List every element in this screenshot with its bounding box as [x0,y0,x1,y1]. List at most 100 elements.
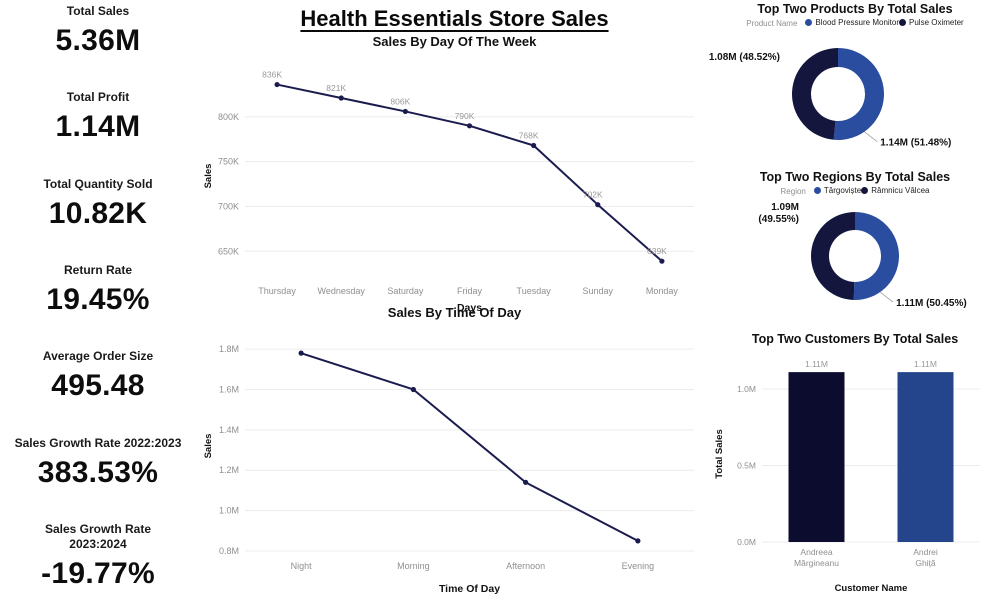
legend: Region Târgoviște Râmnicu Vâlcea [710,184,1000,198]
chart-sales-by-day-of-week[interactable]: Sales By Day Of The Week 650K 700K 750K 800… [197,34,712,318]
svg-text:Friday: Friday [457,286,483,296]
svg-text:0.0M: 0.0M [737,537,756,547]
legend: Product Name Blood Pressure Monitor Pulse… [710,16,1000,30]
kpi-total-profit: Total Profit 1.14M [2,90,194,144]
kpi-value: 383.53% [37,455,159,489]
chart-title: Sales By Time Of Day [387,305,522,320]
legend-title: Region [780,186,806,196]
kpi-return-rate: Return Rate 19.45% [2,263,194,317]
chart-top-customers[interactable]: Top Two Customers By Total Sales 0.0M 0.5… [710,330,1000,599]
svg-text:836K: 836K [262,70,282,80]
svg-text:Customer Name: Customer Name [835,583,908,594]
line-plot-sales-by-time[interactable]: 0.8M 1.0M 1.2M 1.4M 1.6M 1.8M Sales Night Mornin… [197,323,712,597]
kpi-value: 19.45% [46,282,150,316]
kpi-label: Total Quantity Sold [43,176,153,191]
svg-text:700K: 700K [218,201,239,211]
chart-sales-by-time-of-day[interactable]: Sales By Time Of Day 0.8M 1.0M 1.2M 1.4M 1.6… [197,305,712,599]
legend-item-label: Târgoviște [823,186,862,195]
svg-text:Days: Days [457,302,482,314]
line-plot-sales-by-day[interactable]: 650K 700K 750K 800K Sales 836K Thursday 821K Wed… [197,52,712,316]
legend-item[interactable]: Râmnicu Vâlcea [861,186,929,195]
svg-text:Andrei: Andrei [913,547,938,557]
legend-title: Product Name [746,18,798,28]
kpi-value: 495.48 [51,369,145,403]
kpi-average-order-size: Average Order Size 495.48 [2,349,194,403]
kpi-label: Sales Growth Rate 2023:2024 [44,521,152,551]
svg-text:821K: 821K [326,83,346,93]
svg-text:1.2M: 1.2M [219,465,239,475]
kpi-value: 5.36M [55,24,141,57]
svg-text:1.11M: 1.11M [805,359,828,369]
kpi-label: Total Profit [66,90,130,105]
svg-text:1.08M (48.52%): 1.08M (48.52%) [709,52,780,63]
chart-top-regions[interactable]: Top Two Regions By Total Sales Region Tâ… [710,168,1000,326]
svg-text:Total Sales: Total Sales [714,429,725,478]
legend-item[interactable]: Târgoviște [813,186,862,195]
chart-title: Top Two Products By Total Sales [757,2,953,16]
svg-text:Wednesday: Wednesday [318,286,366,296]
chart-title: Top Two Customers By Total Sales [751,332,959,346]
kpi-label: Sales Growth Rate 2022:2023 [14,435,182,450]
page-title: Health Essentials Store Sales [300,6,609,31]
svg-text:1.8M: 1.8M [219,344,239,354]
svg-text:1.0M: 1.0M [737,384,756,394]
svg-text:Thursday: Thursday [258,286,296,296]
svg-text:Time Of Day: Time Of Day [439,583,500,595]
legend-item-label: Râmnicu Vâlcea [871,186,930,195]
kpi-sales-growth-2022-2023: Sales Growth Rate 2022:2023 383.53% [2,436,194,490]
kpi-value: -19.77% [41,556,155,590]
svg-text:Saturday: Saturday [387,286,424,296]
kpi-label: Return Rate [63,262,132,277]
svg-text:Tuesday: Tuesday [517,286,552,296]
legend-item-label: Blood Pressure Monitor [815,18,900,27]
svg-text:(49.55%): (49.55%) [758,214,799,225]
svg-text:Mărgineanu: Mărgineanu [794,558,839,568]
svg-text:Andreea: Andreea [800,547,832,557]
donut-plot-regions[interactable]: 1.11M (50.45%) 1.09M(49.55%) [710,198,1000,324]
svg-text:0.8M: 0.8M [219,546,239,556]
svg-text:1.11M (50.45%): 1.11M (50.45%) [896,298,967,309]
chart-top-products[interactable]: Top Two Products By Total Sales Product … [709,0,1000,166]
kpi-sidebar: Total Sales 5.36M Total Profit 1.14M Tot… [0,0,196,599]
svg-text:650K: 650K [218,246,239,256]
svg-text:1.4M: 1.4M [219,425,239,435]
svg-text:1.14M (51.48%): 1.14M (51.48%) [880,138,951,149]
kpi-sales-growth-2023-2024: Sales Growth Rate 2023:2024 -19.77% [2,522,194,591]
donut-plot-products[interactable]: 1.14M (51.48%) 1.08M (48.52%) [709,30,1000,164]
kpi-label: Total Sales [66,4,130,18]
kpi-value: 1.14M [55,110,141,144]
svg-text:1.0M: 1.0M [219,506,239,516]
svg-text:750K: 750K [218,157,239,167]
svg-text:1.6M: 1.6M [219,384,239,394]
svg-text:Monday: Monday [646,286,679,296]
kpi-value: 10.82K [48,196,148,230]
legend-item-label: Pulse Oximeter [909,18,964,27]
svg-text:Sunday: Sunday [583,286,614,296]
kpi-total-sales: Total Sales 5.36M [2,4,194,58]
kpi-total-quantity-sold: Total Quantity Sold 10.82K [2,177,194,231]
legend-item[interactable]: Pulse Oximeter [899,18,964,27]
legend-dot-icon [899,19,907,26]
chart-title: Sales By Day Of The Week [372,34,537,49]
svg-text:Night: Night [291,561,313,571]
svg-text:Sales: Sales [203,164,214,189]
svg-text:800K: 800K [218,112,239,122]
svg-text:Morning: Morning [397,561,430,571]
legend-items: Târgoviște Râmnicu Vâlcea [813,186,929,196]
legend-items: Blood Pressure Monitor Pulse Oximeter [805,18,964,28]
kpi-label: Average Order Size [42,349,154,364]
svg-text:Afternoon: Afternoon [506,561,545,571]
svg-text:790K: 790K [455,111,475,121]
svg-text:702K: 702K [583,190,603,200]
legend-dot-icon [805,19,813,26]
legend-item[interactable]: Blood Pressure Monitor [805,18,899,27]
svg-text:Ghiță: Ghiță [915,558,936,568]
svg-text:Sales: Sales [203,434,214,459]
legend-dot-icon [813,187,821,194]
svg-text:639K: 639K [647,246,667,256]
svg-text:1.11M: 1.11M [914,359,937,369]
svg-text:768K: 768K [519,131,539,141]
legend-dot-icon [861,187,869,194]
